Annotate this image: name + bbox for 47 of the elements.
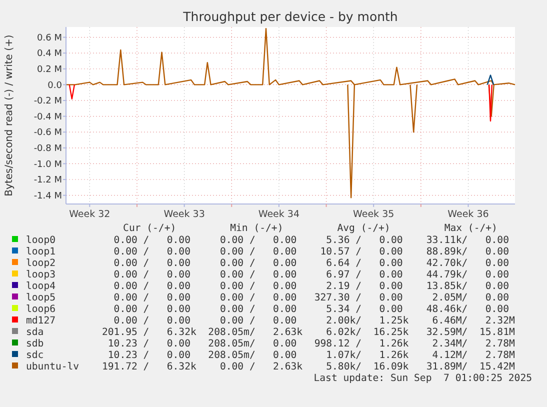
y-tick-label: 0.6 M xyxy=(37,33,62,44)
y-tick-label: 0.4 M xyxy=(37,49,62,60)
text: 0.00 / 0.00 0.00 / 0.00 2.00k/ 1.25k 6.46M/ 2.32M xyxy=(102,316,515,326)
legend-label: sdc xyxy=(26,350,44,361)
text: 0.00 / 0.00 0.00 / 0.00 10.57 / 0.00 88.89k/ 0.00 xyxy=(102,246,515,258)
y-tick-label: -0.2 M xyxy=(34,96,62,107)
legend-label: loop6 xyxy=(26,304,56,315)
legend-label: loop2 xyxy=(26,258,56,269)
text: 10.23 / 0.00 208.05m/ 0.00 1.07k/ 1.26k 4.12M/ 2.78M xyxy=(102,350,515,361)
text: 0.00 / 0.00 0.00 / 0.00 5.34 / 0.00 48.46k/ 0.00 xyxy=(102,304,515,315)
y-tick-label: 0.2 M xyxy=(37,65,62,76)
text: Max (-/+) xyxy=(444,223,498,234)
x-tick-label: Week 34 xyxy=(258,209,300,220)
text: Last update: Sun Sep 7 01:00:25 2025 xyxy=(314,373,532,384)
legend-label: sdb xyxy=(26,338,44,350)
text: Min (-/+) xyxy=(230,223,284,234)
legend-label: loop0 xyxy=(26,235,56,246)
text: 0.00 / 0.00 0.00 / 0.00 6.97 / 0.00 44.79k/ 0.00 xyxy=(102,270,515,280)
legend-label: md127 xyxy=(26,316,56,326)
y-tick-label: -0.4 M xyxy=(34,112,62,122)
legend-label: loop1 xyxy=(26,246,56,258)
legend-label: ubuntu-lv xyxy=(26,362,80,372)
x-tick-label: Week 33 xyxy=(164,209,205,220)
text: 0.00 / 0.00 0.00 / 0.00 2.19 / 0.00 13.85k/ 0.00 xyxy=(102,281,515,292)
chart-title: Throughput per device - by month xyxy=(182,9,398,24)
y-tick-label: 0.0 xyxy=(48,80,62,91)
text: 0.00 / 0.00 0.00 / 0.00 327.30 / 0.00 2.05M/ 0.00 xyxy=(102,292,515,304)
text: Cur (-/+) xyxy=(123,223,176,234)
legend-label: loop4 xyxy=(26,281,56,292)
y-axis-title: Bytes/second read (-) / write (+) xyxy=(4,34,15,196)
x-tick-label: Week 36 xyxy=(448,209,489,220)
y-tick-label: -0.6 M xyxy=(34,128,62,138)
y-tick-label: -0.8 M xyxy=(34,144,62,154)
text: 10.23 / 0.00 208.05m/ 0.00 998.12 / 1.26k 2.34M/ 2.78M xyxy=(102,338,515,350)
legend-label: sda xyxy=(26,327,44,338)
legend-label: loop5 xyxy=(26,292,56,304)
text: 201.95 / 6.32k 208.05m/ 2.63k 6.02k/ 16.25k 32.59M/ 15.81M xyxy=(102,327,515,338)
text: Avg (-/+) xyxy=(337,223,390,234)
x-tick-label: Week 35 xyxy=(353,209,394,220)
y-tick-label: -1.4 M xyxy=(34,191,62,202)
legend-label: loop3 xyxy=(26,270,56,280)
text: 0.00 / 0.00 0.00 / 0.00 5.36 / 0.00 33.11k/ 0.00 xyxy=(102,235,515,246)
text: 0.00 / 0.00 0.00 / 0.00 6.64 / 0.00 42.70k/ 0.00 xyxy=(102,258,515,269)
text: 191.72 / 6.32k 0.00 / 2.63k 5.80k/ 16.09k 31.89M/ 15.42M xyxy=(102,362,515,372)
y-tick-label: -1.0 M xyxy=(34,160,62,170)
y-tick-label: -1.2 M xyxy=(34,176,62,186)
x-tick-label: Week 32 xyxy=(69,209,110,220)
